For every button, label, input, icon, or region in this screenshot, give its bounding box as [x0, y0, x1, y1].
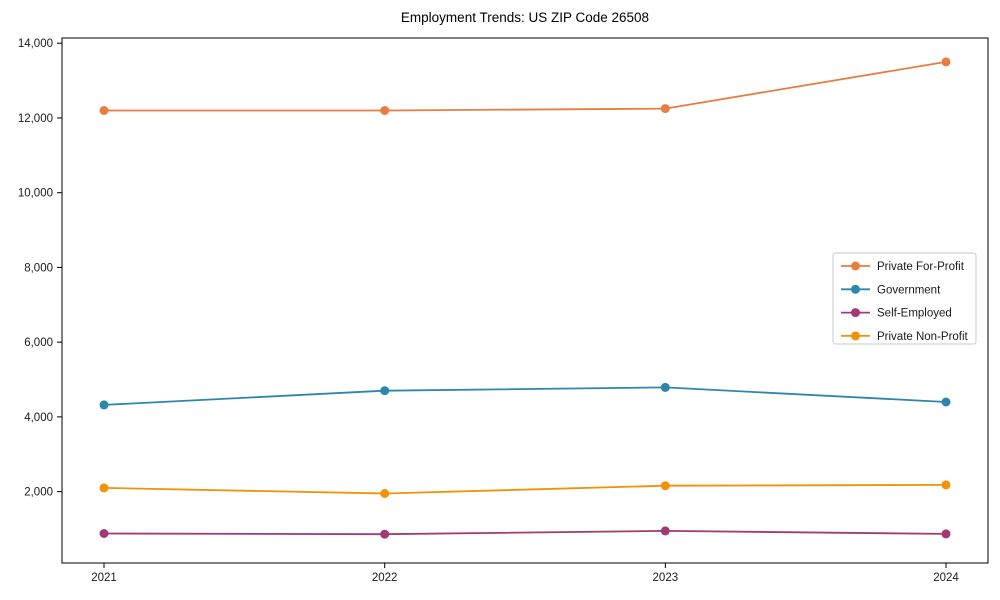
y-axis-tick-label: 12,000 — [18, 113, 53, 125]
data-point-private-for-profit — [941, 57, 951, 67]
series-line-government — [103, 386, 947, 406]
series-line-private-for-profit — [103, 61, 947, 112]
x-axis-tick-label: 2023 — [653, 572, 679, 584]
chart-title: Employment Trends: US ZIP Code 26508 — [400, 10, 650, 25]
data-point-private-non-profit — [660, 481, 670, 491]
y-axis-tick-label: 14,000 — [18, 38, 53, 50]
y-axis-tick-label: 2,000 — [24, 487, 53, 499]
data-point-private-non-profit — [99, 483, 109, 493]
x-axis-tick-label: 2022 — [372, 572, 398, 584]
data-point-government — [380, 386, 390, 396]
data-point-government — [941, 397, 951, 407]
plot-frame — [61, 37, 989, 564]
legend-label-private-for-profit: Private For-Profit — [877, 261, 965, 273]
legend-box — [832, 252, 977, 345]
legend-label-government: Government — [877, 284, 941, 296]
data-point-private-non-profit — [941, 480, 951, 490]
y-axis-tick-label: 4,000 — [24, 412, 53, 424]
data-point-private-for-profit — [380, 106, 390, 115]
series-line-self-employed — [103, 529, 947, 536]
data-point-private-for-profit — [99, 106, 109, 115]
data-point-self-employed — [380, 529, 390, 539]
x-axis-tick-label: 2021 — [91, 572, 117, 584]
data-point-government — [99, 400, 109, 410]
legend-dot-marker-icon — [851, 308, 860, 318]
data-point-self-employed — [660, 526, 670, 536]
y-axis-tick-label: 10,000 — [18, 188, 53, 200]
data-point-government — [660, 382, 670, 392]
legend-dot-marker-icon — [851, 331, 860, 341]
y-axis-tick-label: 6,000 — [24, 337, 53, 349]
series-line-private-non-profit — [103, 484, 947, 495]
y-axis-tick-label: 8,000 — [24, 262, 53, 274]
data-point-private-non-profit — [380, 489, 390, 498]
data-point-self-employed — [99, 529, 109, 538]
x-axis-tick-label: 2024 — [933, 572, 959, 584]
legend-dot-marker-icon — [851, 284, 860, 294]
legend-label-private-non-profit: Private Non-Profit — [877, 331, 969, 343]
legend-label-self-employed: Self-Employed — [877, 308, 952, 320]
data-point-self-employed — [941, 529, 951, 539]
data-point-private-for-profit — [660, 104, 670, 114]
legend-dot-marker-icon — [851, 261, 860, 271]
